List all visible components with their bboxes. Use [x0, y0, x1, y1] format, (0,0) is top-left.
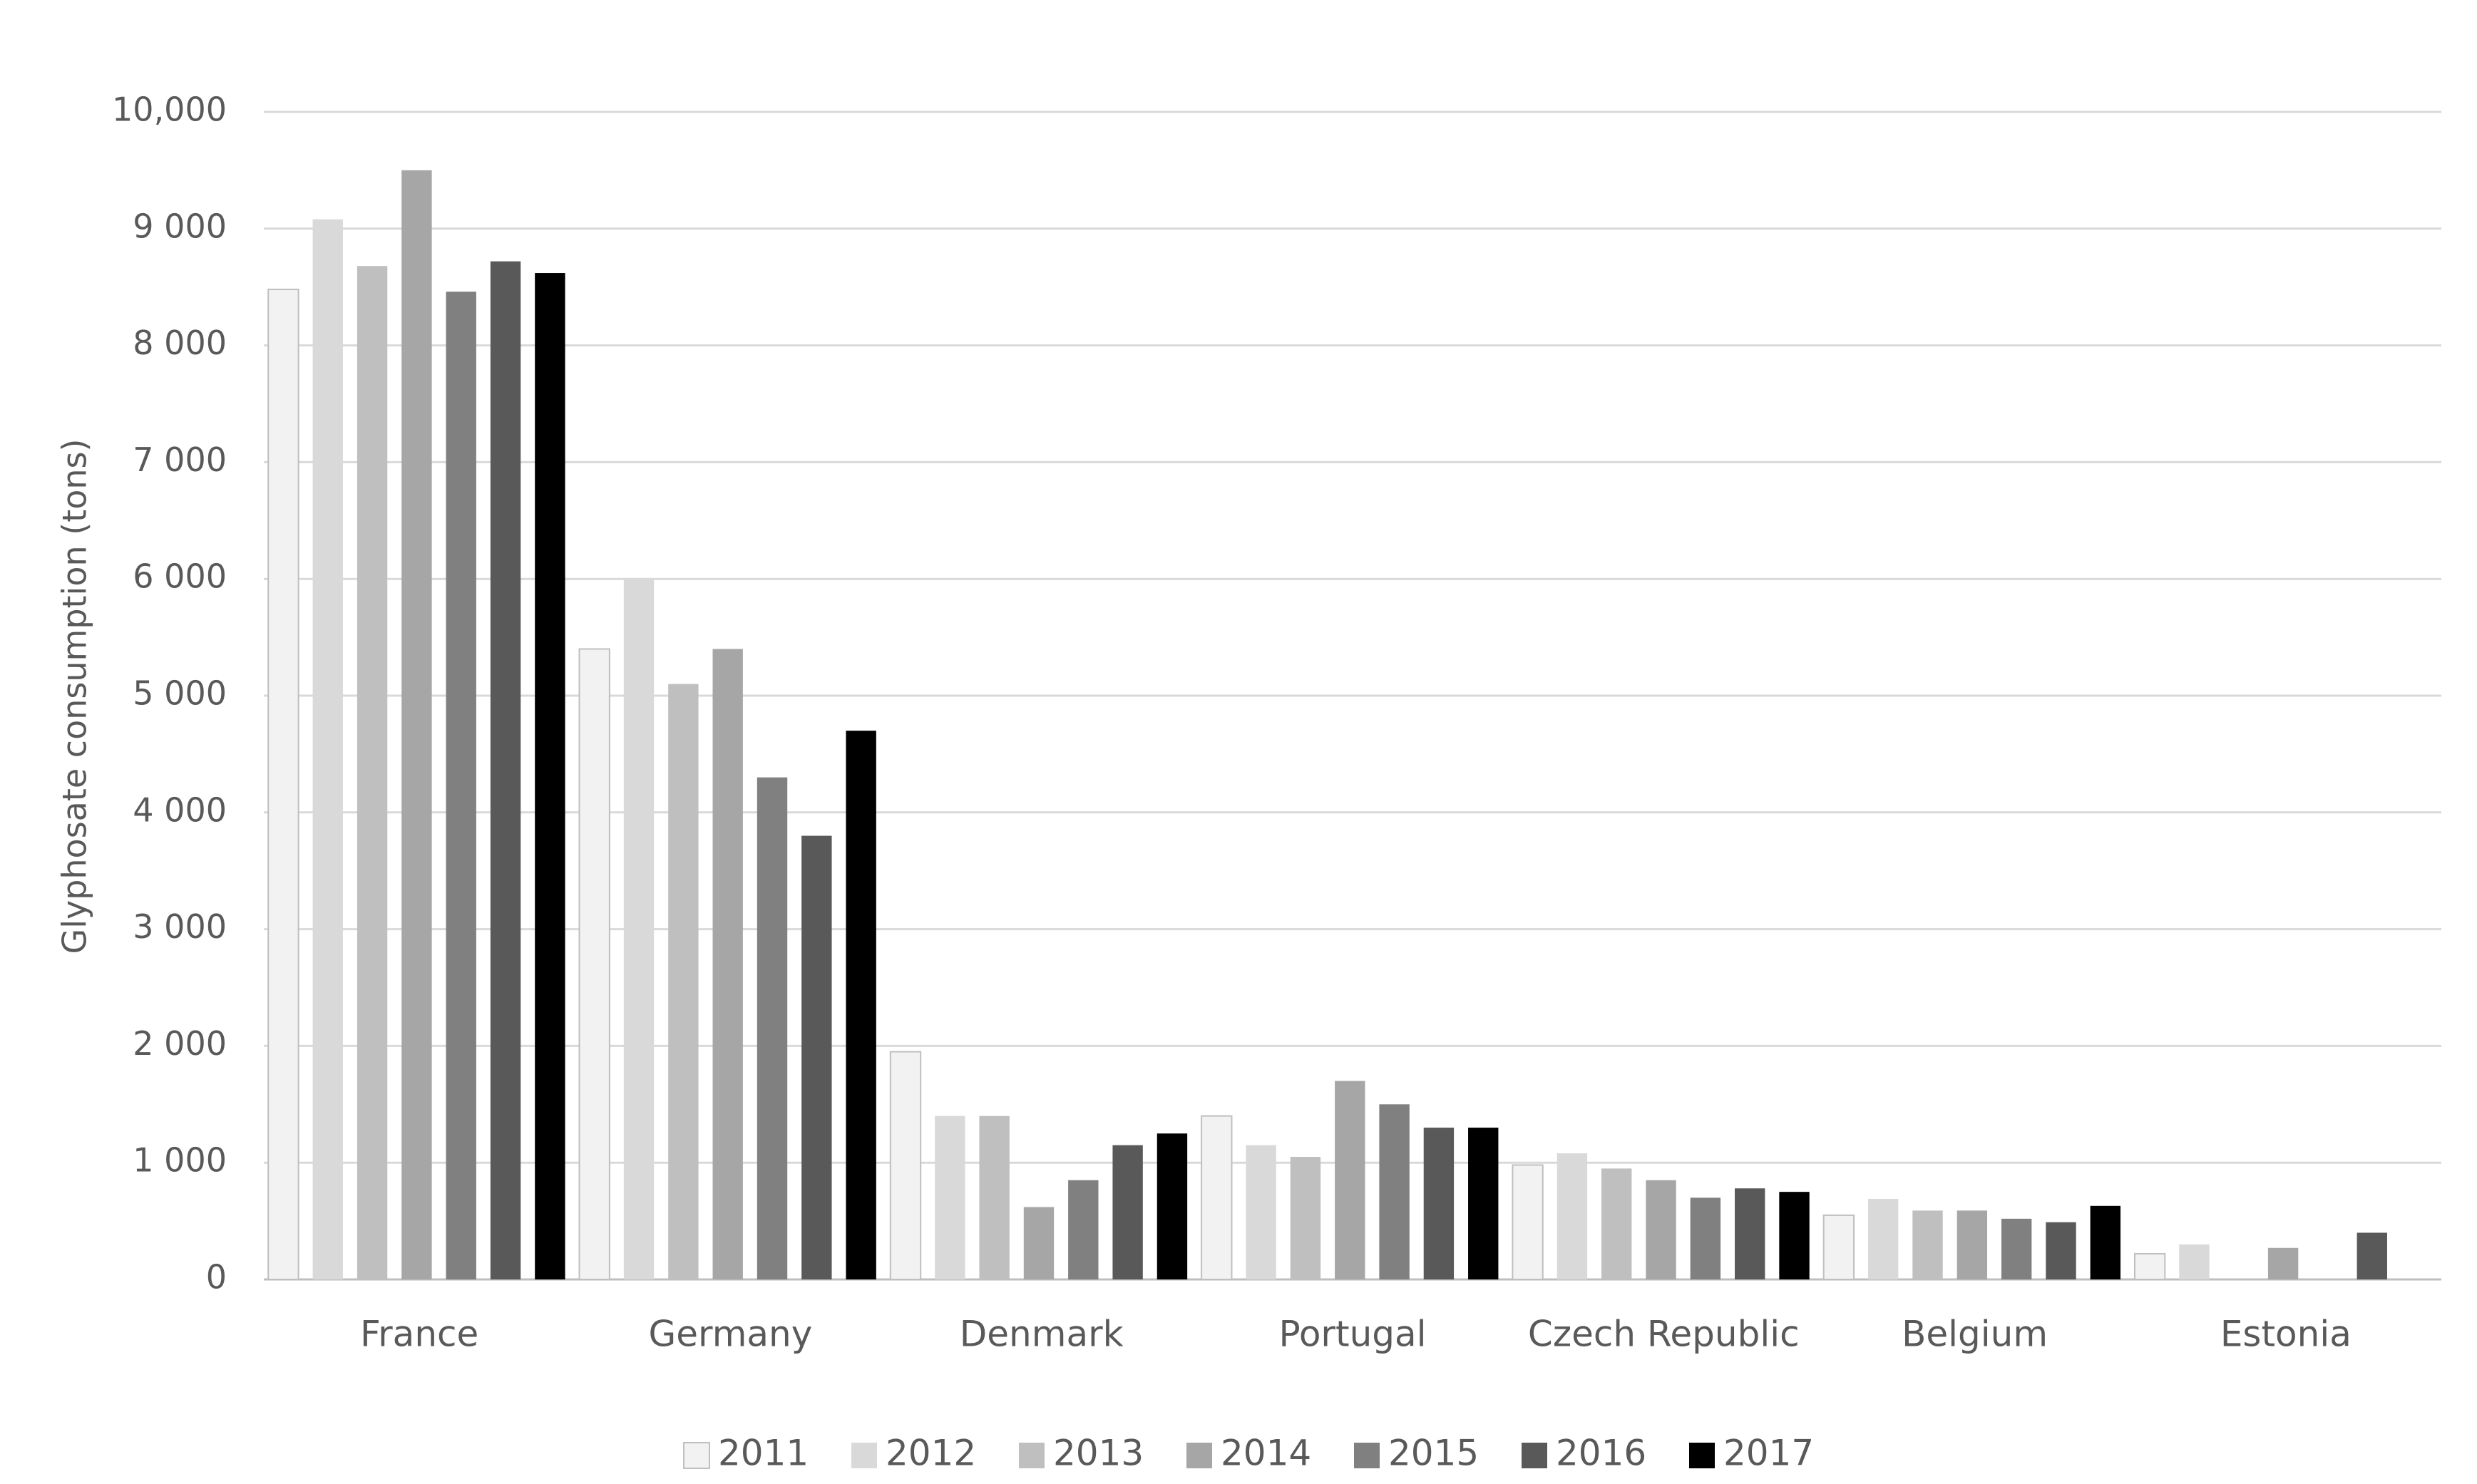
bar — [1112, 1145, 1143, 1279]
bar — [1735, 1188, 1765, 1279]
x-tick-label: Portugal — [1278, 1314, 1426, 1355]
x-tick-label: Belgium — [1902, 1314, 2048, 1355]
bar — [1601, 1168, 1632, 1279]
legend-label: 2011 — [718, 1433, 809, 1474]
x-tick-label: Estonia — [2220, 1314, 2352, 1355]
bar — [1335, 1081, 1365, 1279]
bar — [2001, 1218, 2032, 1279]
bar — [757, 777, 788, 1279]
bar — [267, 288, 299, 1281]
bar — [623, 579, 655, 1279]
bar — [1157, 1133, 1188, 1279]
legend-swatch — [1186, 1443, 1212, 1468]
legend-label: 2012 — [886, 1433, 976, 1474]
bar — [401, 170, 432, 1279]
legend-swatch — [1019, 1443, 1045, 1468]
bar — [801, 835, 832, 1279]
bar — [1423, 1128, 1455, 1279]
bar — [889, 1051, 922, 1280]
x-tick-label: Czech Republic — [1528, 1314, 1800, 1355]
bar — [1023, 1207, 1055, 1279]
x-tick-label: France — [360, 1314, 478, 1355]
y-tick-label: 2 000 — [133, 1024, 227, 1063]
x-tick-label: Denmark — [960, 1314, 1124, 1355]
bar — [2179, 1244, 2210, 1279]
bar — [1290, 1157, 1321, 1279]
bar — [846, 731, 876, 1279]
bar — [357, 266, 388, 1279]
bar — [578, 648, 610, 1280]
y-tick-label: 1 000 — [133, 1141, 227, 1180]
bar — [1557, 1153, 1588, 1279]
y-tick-label: 8 000 — [133, 324, 227, 362]
bar — [1379, 1104, 1410, 1279]
y-tick-label: 4 000 — [133, 790, 227, 829]
y-tick-label: 7 000 — [133, 440, 227, 479]
legend-swatch — [1689, 1443, 1715, 1468]
bar — [1867, 1198, 1899, 1279]
bar — [1246, 1145, 1276, 1279]
legend-swatch — [1522, 1443, 1547, 1468]
bar — [446, 292, 476, 1280]
legend-label: 2017 — [1723, 1433, 1814, 1474]
bar — [935, 1115, 965, 1279]
bar — [535, 273, 565, 1280]
bar — [1201, 1115, 1233, 1281]
bar — [1822, 1214, 1855, 1281]
y-axis-label: Glyphosate consumption (tons) — [56, 439, 94, 954]
bar — [2046, 1222, 2076, 1279]
x-tick-label: Germany — [649, 1314, 813, 1355]
legend-label: 2015 — [1388, 1433, 1479, 1474]
bar — [2090, 1205, 2121, 1279]
bar — [312, 219, 343, 1279]
bar — [979, 1115, 1010, 1279]
legend-swatch — [1354, 1443, 1380, 1468]
legend-swatch — [851, 1443, 877, 1468]
y-tick-label: 3 000 — [133, 907, 227, 946]
legend-swatch — [683, 1442, 710, 1469]
legend-label: 2014 — [1221, 1433, 1311, 1474]
y-tick-label: 9 000 — [133, 207, 227, 245]
bar — [1957, 1210, 1988, 1279]
bar — [1690, 1197, 1721, 1279]
bar — [1779, 1192, 1810, 1279]
y-tick-label: 10,000 — [112, 91, 227, 129]
y-tick-label: 5 000 — [133, 674, 227, 713]
y-tick-label: 0 — [206, 1258, 227, 1297]
bar — [1512, 1164, 1544, 1280]
bar — [668, 684, 699, 1279]
legend-label: 2013 — [1053, 1433, 1144, 1474]
bar — [2267, 1247, 2299, 1279]
bar — [1468, 1128, 1499, 1279]
bar — [1068, 1180, 1099, 1279]
bar — [712, 649, 743, 1279]
bar — [490, 261, 521, 1279]
y-tick-label: 6 000 — [133, 557, 227, 596]
bar — [1646, 1180, 1676, 1279]
bar — [2133, 1252, 2166, 1280]
bar — [2357, 1232, 2387, 1279]
legend-label: 2016 — [1556, 1433, 1646, 1474]
bar — [1912, 1210, 1943, 1279]
